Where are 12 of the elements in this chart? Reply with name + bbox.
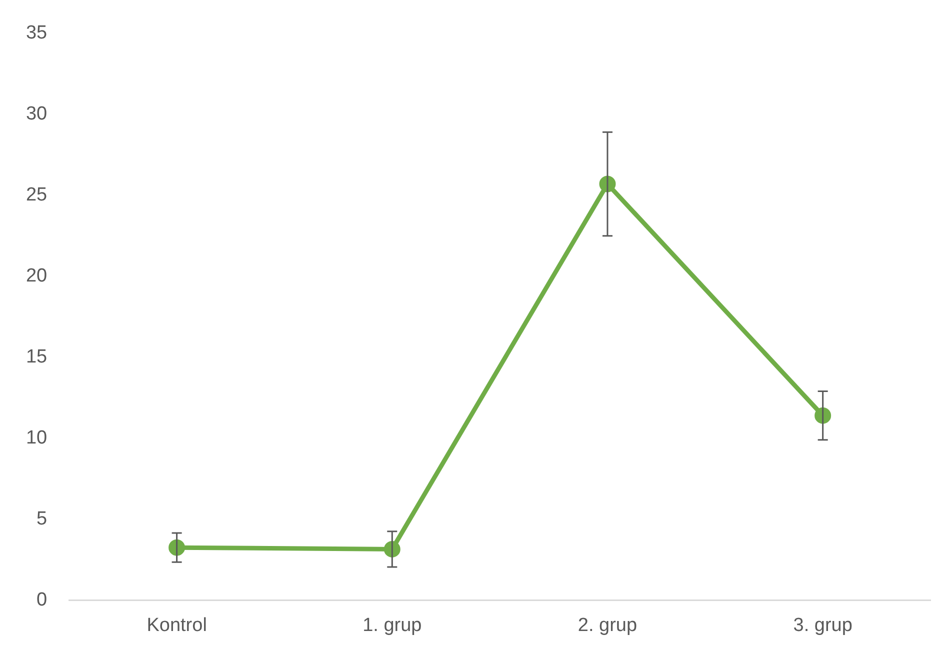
x-tick-label: 3. grup (793, 614, 852, 636)
y-tick-label: 30 (26, 104, 48, 125)
x-tick-label: 1. grup (362, 614, 422, 636)
y-tick-label: 10 (26, 427, 48, 448)
y-tick-label: 15 (26, 346, 48, 368)
x-tick-label: 2. grup (578, 614, 638, 636)
x-tick-label: Kontrol (146, 614, 207, 636)
y-tick-label: 25 (26, 184, 48, 206)
y-tick-label: 0 (36, 589, 48, 610)
y-tick-label: 35 (26, 22, 48, 44)
y-tick-label: 20 (26, 266, 48, 287)
y-tick-label: 5 (36, 508, 48, 530)
